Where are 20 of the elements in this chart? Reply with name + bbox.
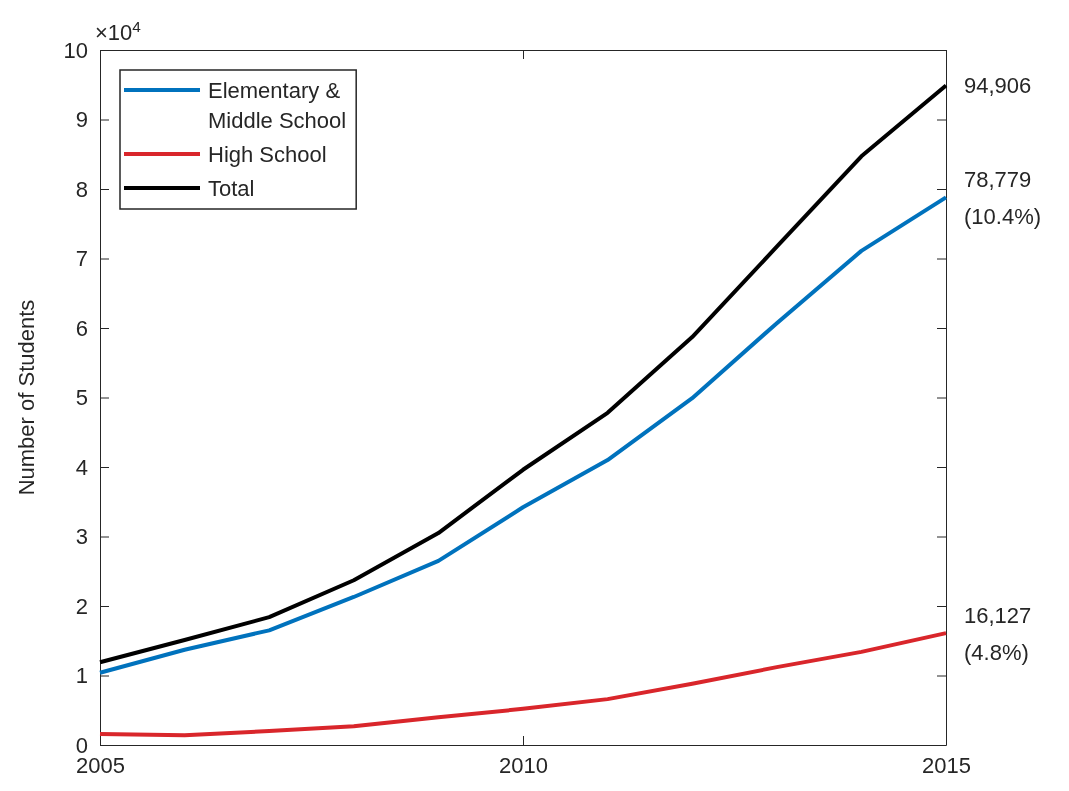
x-tick-label: 2015	[922, 752, 971, 778]
y-tick-label: 2	[75, 593, 88, 619]
y-tick-label: 7	[75, 246, 88, 272]
x-tick-label: 2010	[499, 752, 548, 778]
y-tick-label: 5	[75, 385, 88, 411]
text: 16,127 (4.8%)	[964, 602, 1032, 665]
y-tick-label: 3	[75, 524, 88, 550]
y-tick-label: 9	[75, 107, 88, 133]
y-tick-label: 1	[75, 663, 88, 689]
legend-label: High School	[208, 142, 327, 167]
y-tick-label: 6	[75, 315, 88, 341]
text: ×10$^{4}$	[95, 17, 142, 45]
text: 78,779 (10.4%)	[964, 166, 1042, 229]
y-tick-label: 10	[63, 37, 88, 63]
y-axis-title: Number of Students	[14, 299, 39, 496]
y-tick-label: 8	[75, 176, 88, 202]
text: 94,906	[964, 73, 1032, 99]
legend-label: Total	[208, 176, 255, 201]
y-tick-label: 4	[75, 454, 88, 480]
legend-label: Elementary & Middle School	[208, 78, 347, 133]
